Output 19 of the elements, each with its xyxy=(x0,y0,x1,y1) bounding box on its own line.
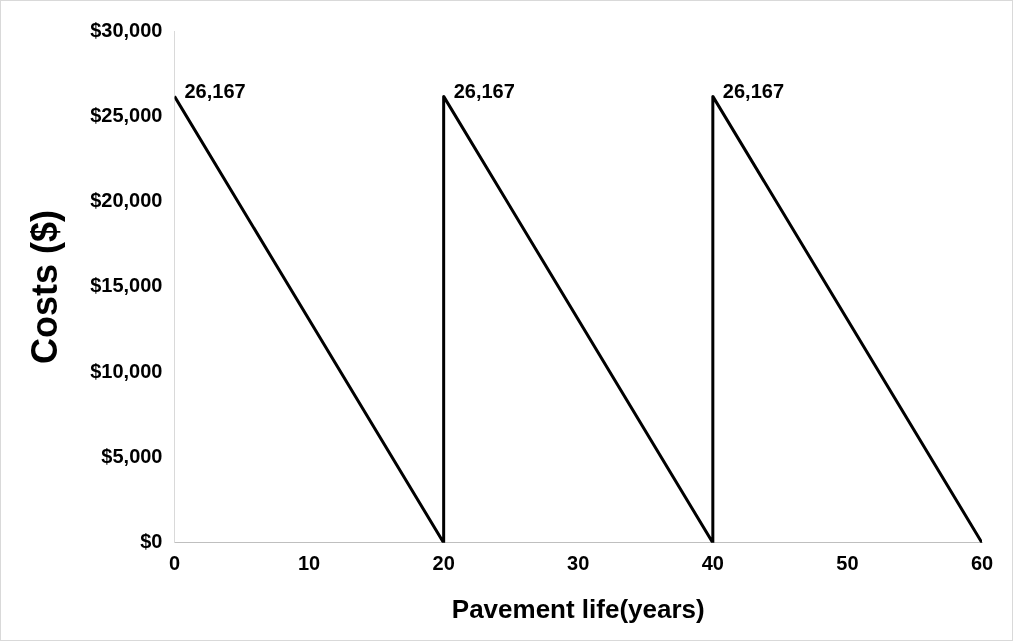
x-tick-label: 50 xyxy=(836,552,859,575)
y-tick-label: $20,000 xyxy=(90,189,163,212)
y-tick-label: $5,000 xyxy=(101,445,163,468)
y-tick-label: $10,000 xyxy=(90,359,163,382)
y-tick-label: $30,000 xyxy=(90,18,163,41)
y-axis-title: Costs ($) xyxy=(23,209,65,364)
x-tick-label: 20 xyxy=(432,552,455,575)
x-axis-title: Pavement life(years) xyxy=(451,593,705,624)
annotation: 26,167 xyxy=(453,79,515,102)
x-tick-label: 60 xyxy=(970,552,994,575)
x-tick-label: 30 xyxy=(567,552,590,575)
y-tick-label: $25,000 xyxy=(90,103,163,126)
annotation: 26,167 xyxy=(184,79,246,102)
x-tick-label: 10 xyxy=(297,552,321,575)
annotation: 26,167 xyxy=(722,79,784,102)
y-tick-label: $0 xyxy=(140,530,163,553)
x-tick-label: 0 xyxy=(168,552,181,575)
y-tick-label: $15,000 xyxy=(90,274,163,297)
x-tick-label: 40 xyxy=(701,552,724,575)
